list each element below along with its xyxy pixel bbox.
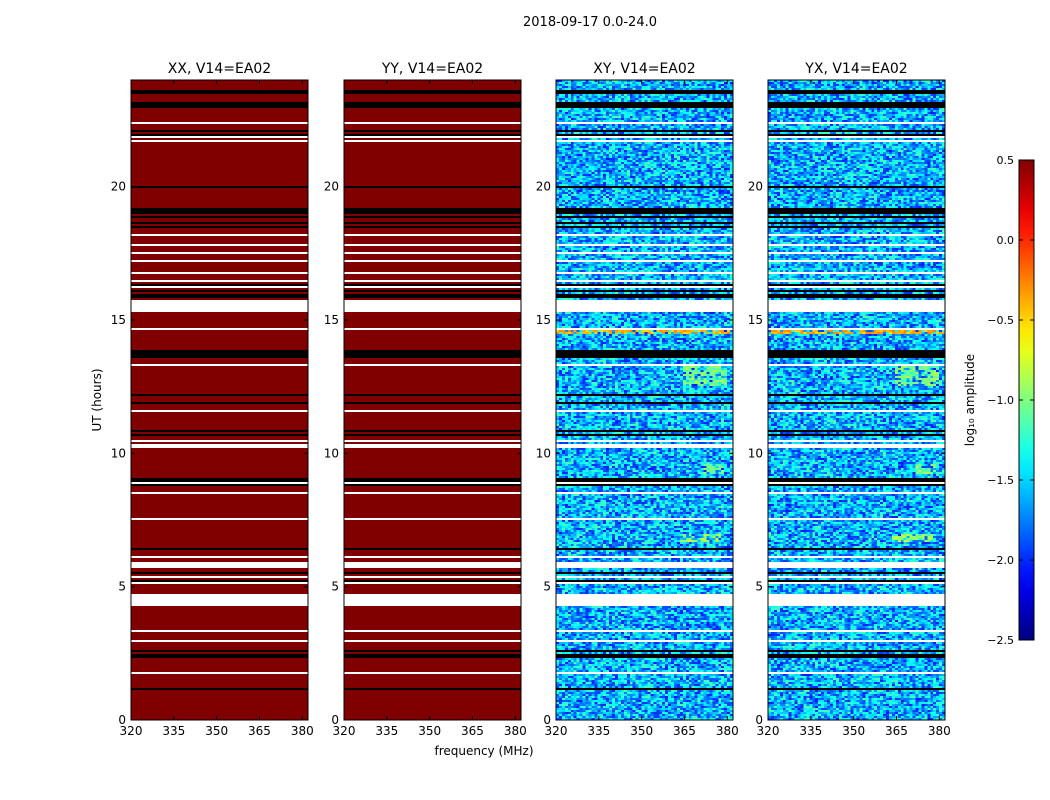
y-tick-label: 20 xyxy=(324,180,339,194)
colorbar-tick-label: −2.0 xyxy=(987,554,1014,567)
x-tick-label: 335 xyxy=(375,724,398,738)
x-tick-label: 365 xyxy=(248,724,271,738)
heatmap-image xyxy=(768,80,945,720)
y-tick-label: 15 xyxy=(536,313,551,327)
y-tick-label: 10 xyxy=(324,446,339,460)
colorbar-tick-label: −1.0 xyxy=(987,394,1014,407)
panel-4: YX, V14=EA02 320 335 350 365 380 0 5 10 15 20 xyxy=(748,61,951,738)
panel-title: XY, V14=EA02 xyxy=(593,61,695,77)
panel-frame xyxy=(767,79,946,721)
y-tick-label: 15 xyxy=(111,313,126,327)
x-tick-label: 320 xyxy=(757,724,780,738)
x-tick-label: 320 xyxy=(333,724,356,738)
y-tick-label: 5 xyxy=(331,580,339,594)
y-tick-label: 20 xyxy=(748,180,763,194)
panel-2: YY, V14=EA02 320 335 350 365 380 0 5 10 15 20 xyxy=(324,61,527,738)
y-tick-label: 15 xyxy=(324,313,339,327)
y-tick-label: 5 xyxy=(755,580,763,594)
colorbar-label: log₁₀ amplitude xyxy=(963,354,977,446)
panel-title: YX, V14=EA02 xyxy=(804,61,907,77)
colorbar-tick-label: 0.0 xyxy=(997,234,1015,247)
panel-frame xyxy=(555,79,734,721)
y-tick-label: 5 xyxy=(118,580,126,594)
y-tick-label: 0 xyxy=(543,713,551,727)
panel-1: XX, V14=EA02 320 335 350 365 380 0 5 10 15 20 xyxy=(111,61,314,738)
x-tick-label: 335 xyxy=(587,724,610,738)
y-tick-label: 20 xyxy=(536,180,551,194)
x-tick-label: 350 xyxy=(842,724,865,738)
colorbar-tick-label: −2.5 xyxy=(987,634,1014,647)
colorbar: 0.5 0.0 −0.5 −1.0 −1.5 −2.0 −2.5 xyxy=(987,154,1035,647)
y-tick-label: 20 xyxy=(111,180,126,194)
y-tick-label: 10 xyxy=(111,446,126,460)
y-tick-label: 0 xyxy=(331,713,339,727)
colorbar-tick-label: −1.5 xyxy=(987,474,1014,487)
x-tick-label: 320 xyxy=(545,724,568,738)
x-tick-label: 365 xyxy=(461,724,484,738)
y-tick-label: 10 xyxy=(536,446,551,460)
y-tick-label: 0 xyxy=(755,713,763,727)
y-tick-label: 5 xyxy=(543,580,551,594)
colorbar-tick-label: −0.5 xyxy=(987,314,1014,327)
x-tick-label: 380 xyxy=(504,724,527,738)
heatmap-image xyxy=(344,80,521,720)
x-tick-label: 380 xyxy=(716,724,739,738)
y-tick-label: 15 xyxy=(748,313,763,327)
x-tick-label: 350 xyxy=(205,724,228,738)
x-tick-label: 335 xyxy=(162,724,185,738)
y-tick-label: 10 xyxy=(748,446,763,460)
y-axis-label: UT (hours) xyxy=(90,368,104,431)
x-axis-label: frequency (MHz) xyxy=(434,744,533,758)
x-tick-label: 335 xyxy=(799,724,822,738)
x-tick-label: 365 xyxy=(673,724,696,738)
x-tick-label: 350 xyxy=(418,724,441,738)
colorbar-tick-label: 0.5 xyxy=(997,154,1015,167)
x-tick-label: 380 xyxy=(291,724,314,738)
x-tick-label: 350 xyxy=(630,724,653,738)
figure-title: 2018-09-17 0.0-24.0 xyxy=(523,15,657,30)
heatmap-image xyxy=(556,80,733,720)
y-tick-label: 0 xyxy=(118,713,126,727)
x-tick-label: 380 xyxy=(928,724,951,738)
panel-frame xyxy=(130,79,309,721)
panel-frame xyxy=(343,79,522,721)
x-tick-label: 320 xyxy=(120,724,143,738)
panel-3: XY, V14=EA02 320 335 350 365 380 0 5 10 15 20 xyxy=(536,61,739,738)
panel-title: YY, V14=EA02 xyxy=(381,61,483,77)
panel-title: XX, V14=EA02 xyxy=(168,61,271,77)
x-tick-label: 365 xyxy=(885,724,908,738)
heatmap-image xyxy=(131,80,308,720)
